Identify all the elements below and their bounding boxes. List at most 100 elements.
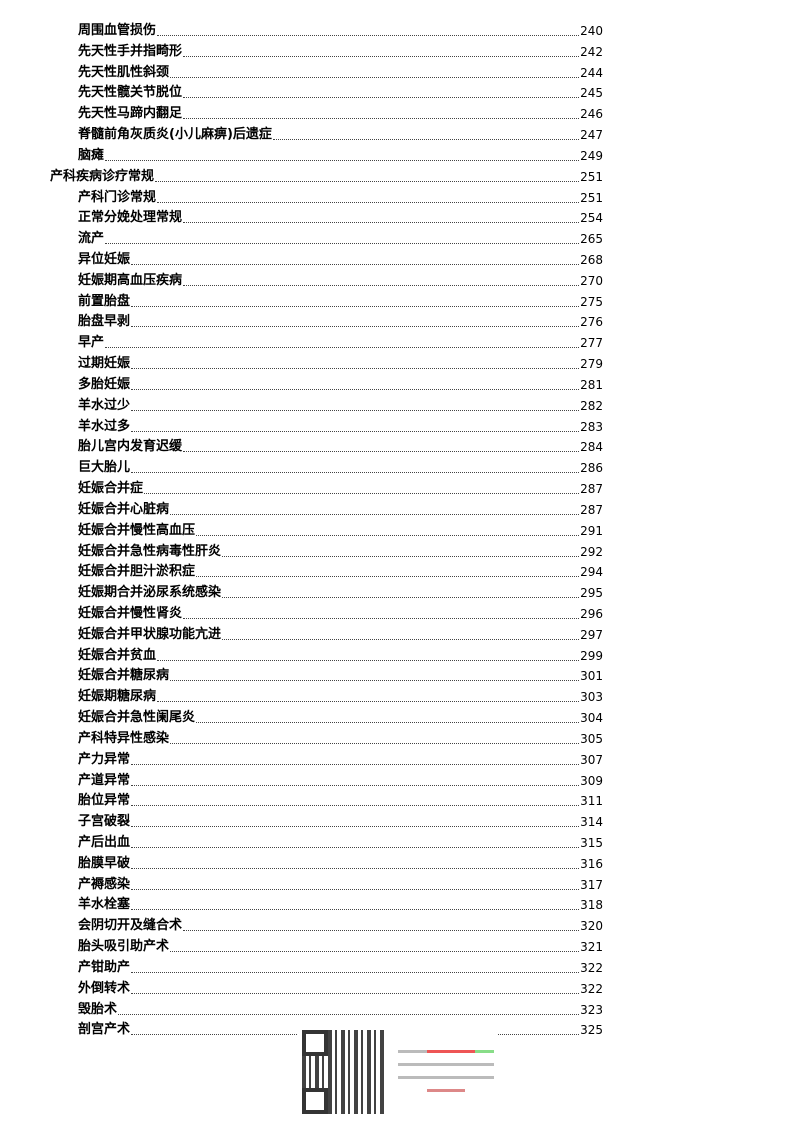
toc-entry[interactable]: 胎盘早剥 276 (78, 312, 603, 332)
toc-entry-title: 胎头吸引助产术 (78, 939, 170, 955)
dot-leader (183, 284, 580, 286)
dot-leader (131, 846, 580, 848)
toc-entry-title: 胎盘早剥 (78, 314, 131, 330)
toc-entry[interactable]: 多胎妊娠 281 (78, 375, 603, 395)
dot-leader (131, 804, 580, 807)
toc-page-number: 297 (580, 627, 603, 642)
toc-entry[interactable]: 妊娠合并症 287 (78, 479, 603, 499)
toc-entry[interactable]: 羊水栓塞 318 (78, 895, 603, 915)
toc-entry-title: 前置胎盘 (78, 293, 131, 309)
toc-entry[interactable]: 妊娠期高血压疾病 270 (78, 271, 603, 291)
toc-page-number: 270 (580, 273, 603, 288)
toc-entry[interactable]: 会阴切开及缝合术 320 (78, 916, 603, 936)
dot-leader (131, 763, 580, 765)
toc-entry-title: 妊娠合并症 (78, 481, 144, 497)
dot-leader (105, 242, 580, 245)
toc-entry[interactable]: 先天性手并指畸形 242 (78, 42, 603, 62)
toc-page-number: 240 (580, 24, 603, 38)
toc-section-entry[interactable]: 产科疾病诊疗常规 251 (50, 167, 603, 187)
toc-entry[interactable]: 子宫破裂 314 (78, 812, 603, 832)
toc-entry[interactable]: 妊娠合并急性病毒性肝炎 292 (78, 542, 603, 562)
dot-leader (131, 908, 580, 911)
dot-leader (131, 992, 580, 994)
toc-entry[interactable]: 妊娠合并贫血 299 (78, 646, 603, 666)
toc-entry[interactable]: 妊娠合并急性阑尾炎 304 (78, 708, 603, 728)
toc-page-number: 281 (580, 377, 603, 392)
toc-page-number: 315 (580, 835, 603, 850)
toc-entry[interactable]: 流产 265 (78, 229, 603, 249)
toc-entry[interactable]: 先天性肌性斜颈 244 (78, 63, 603, 83)
toc-page-number: 292 (580, 544, 603, 559)
toc-entry[interactable]: 前置胎盘 275 (78, 292, 603, 312)
dot-leader (272, 138, 580, 141)
toc-entry[interactable]: 外倒转术 322 (78, 979, 603, 999)
toc-entry-title: 羊水过少 (78, 397, 131, 413)
dot-leader (157, 34, 580, 36)
toc-entry[interactable]: 产科门诊常规 251 (78, 188, 603, 208)
toc-entry[interactable]: 脊髓前角灰质炎(小儿麻痹)后遗症 247 (78, 125, 603, 145)
toc-entry[interactable]: 产褥感染 317 (78, 875, 603, 895)
toc-entry-title: 妊娠合并慢性高血压 (78, 522, 196, 538)
dot-leader (131, 825, 580, 828)
dot-leader (131, 409, 580, 411)
toc-entry-title: 会阴切开及缝合术 (78, 918, 183, 934)
toc-entry[interactable]: 先天性马蹄内翻足 246 (78, 104, 603, 124)
toc-entry[interactable]: 胎儿宫内发育迟缓 284 (78, 437, 603, 457)
toc-entry-title: 妊娠合并慢性肾炎 (78, 605, 183, 621)
toc-entry[interactable]: 羊水过多 283 (78, 417, 603, 437)
toc-entry[interactable]: 产后出血 315 (78, 833, 603, 853)
dot-leader (131, 784, 580, 786)
toc-page-number: 251 (580, 169, 603, 184)
toc-entry[interactable]: 妊娠合并心脏病 287 (78, 500, 603, 520)
toc-entry[interactable]: 妊娠合并胆汁淤积症 294 (78, 562, 603, 582)
toc-entry-title: 妊娠合并糖尿病 (78, 668, 170, 684)
toc-page-number: 294 (580, 565, 603, 580)
toc-entry[interactable]: 妊娠合并慢性高血压 291 (78, 521, 603, 541)
toc-entry[interactable]: 胎头吸引助产术 321 (78, 937, 603, 957)
toc-entry[interactable]: 周围血管损伤 240 (78, 21, 603, 41)
toc-entry[interactable]: 妊娠合并慢性肾炎 296 (78, 604, 603, 624)
toc-entry-title: 剖宫产术 (78, 1022, 131, 1038)
toc-entry[interactable]: 脑瘫 249 (78, 146, 603, 166)
dot-leader (183, 450, 580, 453)
toc-entry-title: 妊娠合并急性病毒性肝炎 (78, 543, 222, 559)
dot-leader (170, 76, 580, 78)
toc-page-number: 314 (580, 815, 603, 830)
dot-leader (131, 430, 580, 432)
dot-leader (183, 929, 580, 932)
toc-entry[interactable]: 先天性髋关节脱位 245 (78, 83, 603, 103)
toc-entry-title: 产钳助产 (78, 959, 131, 975)
toc-entry[interactable]: 毁胎术 323 (78, 1000, 603, 1020)
toc-entry-title: 早产 (78, 335, 105, 351)
toc-page-number: 287 (580, 482, 603, 497)
dot-leader (131, 388, 580, 390)
toc-entry[interactable]: 妊娠期糖尿病 303 (78, 687, 603, 707)
toc-entry[interactable]: 巨大胎儿 286 (78, 458, 603, 478)
toc-entry[interactable]: 正常分娩处理常规 254 (78, 208, 603, 228)
toc-entry[interactable]: 妊娠合并甲状腺功能亢进 297 (78, 625, 603, 645)
dot-leader (183, 221, 580, 224)
toc-entry[interactable]: 异位妊娠 268 (78, 250, 603, 270)
dot-leader (131, 367, 580, 370)
toc-entry-title: 先天性髋关节脱位 (78, 85, 183, 101)
toc-entry[interactable]: 早产 277 (78, 333, 603, 353)
toc-entry[interactable]: 妊娠合并糖尿病 301 (78, 666, 603, 686)
toc-entry[interactable]: 产科特异性感染 305 (78, 729, 603, 749)
toc-entry[interactable]: 胎膜早破 316 (78, 854, 603, 874)
toc-entry[interactable]: 妊娠期合并泌尿系统感染 295 (78, 583, 603, 603)
toc-entry[interactable]: 羊水过少 282 (78, 396, 603, 416)
dot-leader (183, 96, 580, 99)
toc-entry[interactable]: 产钳助产 322 (78, 958, 603, 978)
toc-entry[interactable]: 产道异常 309 (78, 771, 603, 791)
toc-page-number: 276 (580, 315, 603, 330)
toc-entry-title: 子宫破裂 (78, 814, 131, 830)
toc-page-number: 277 (580, 336, 603, 351)
qr-code-watermark (298, 1026, 498, 1118)
dot-leader (170, 950, 580, 953)
toc-entry[interactable]: 胎位异常 311 (78, 791, 603, 811)
toc-entry-title: 产科门诊常规 (78, 189, 157, 205)
toc-entry[interactable]: 过期妊娠 279 (78, 354, 603, 374)
dot-leader (170, 742, 580, 744)
toc-entry[interactable]: 产力异常 307 (78, 750, 603, 770)
toc-page-number: 317 (580, 877, 603, 892)
